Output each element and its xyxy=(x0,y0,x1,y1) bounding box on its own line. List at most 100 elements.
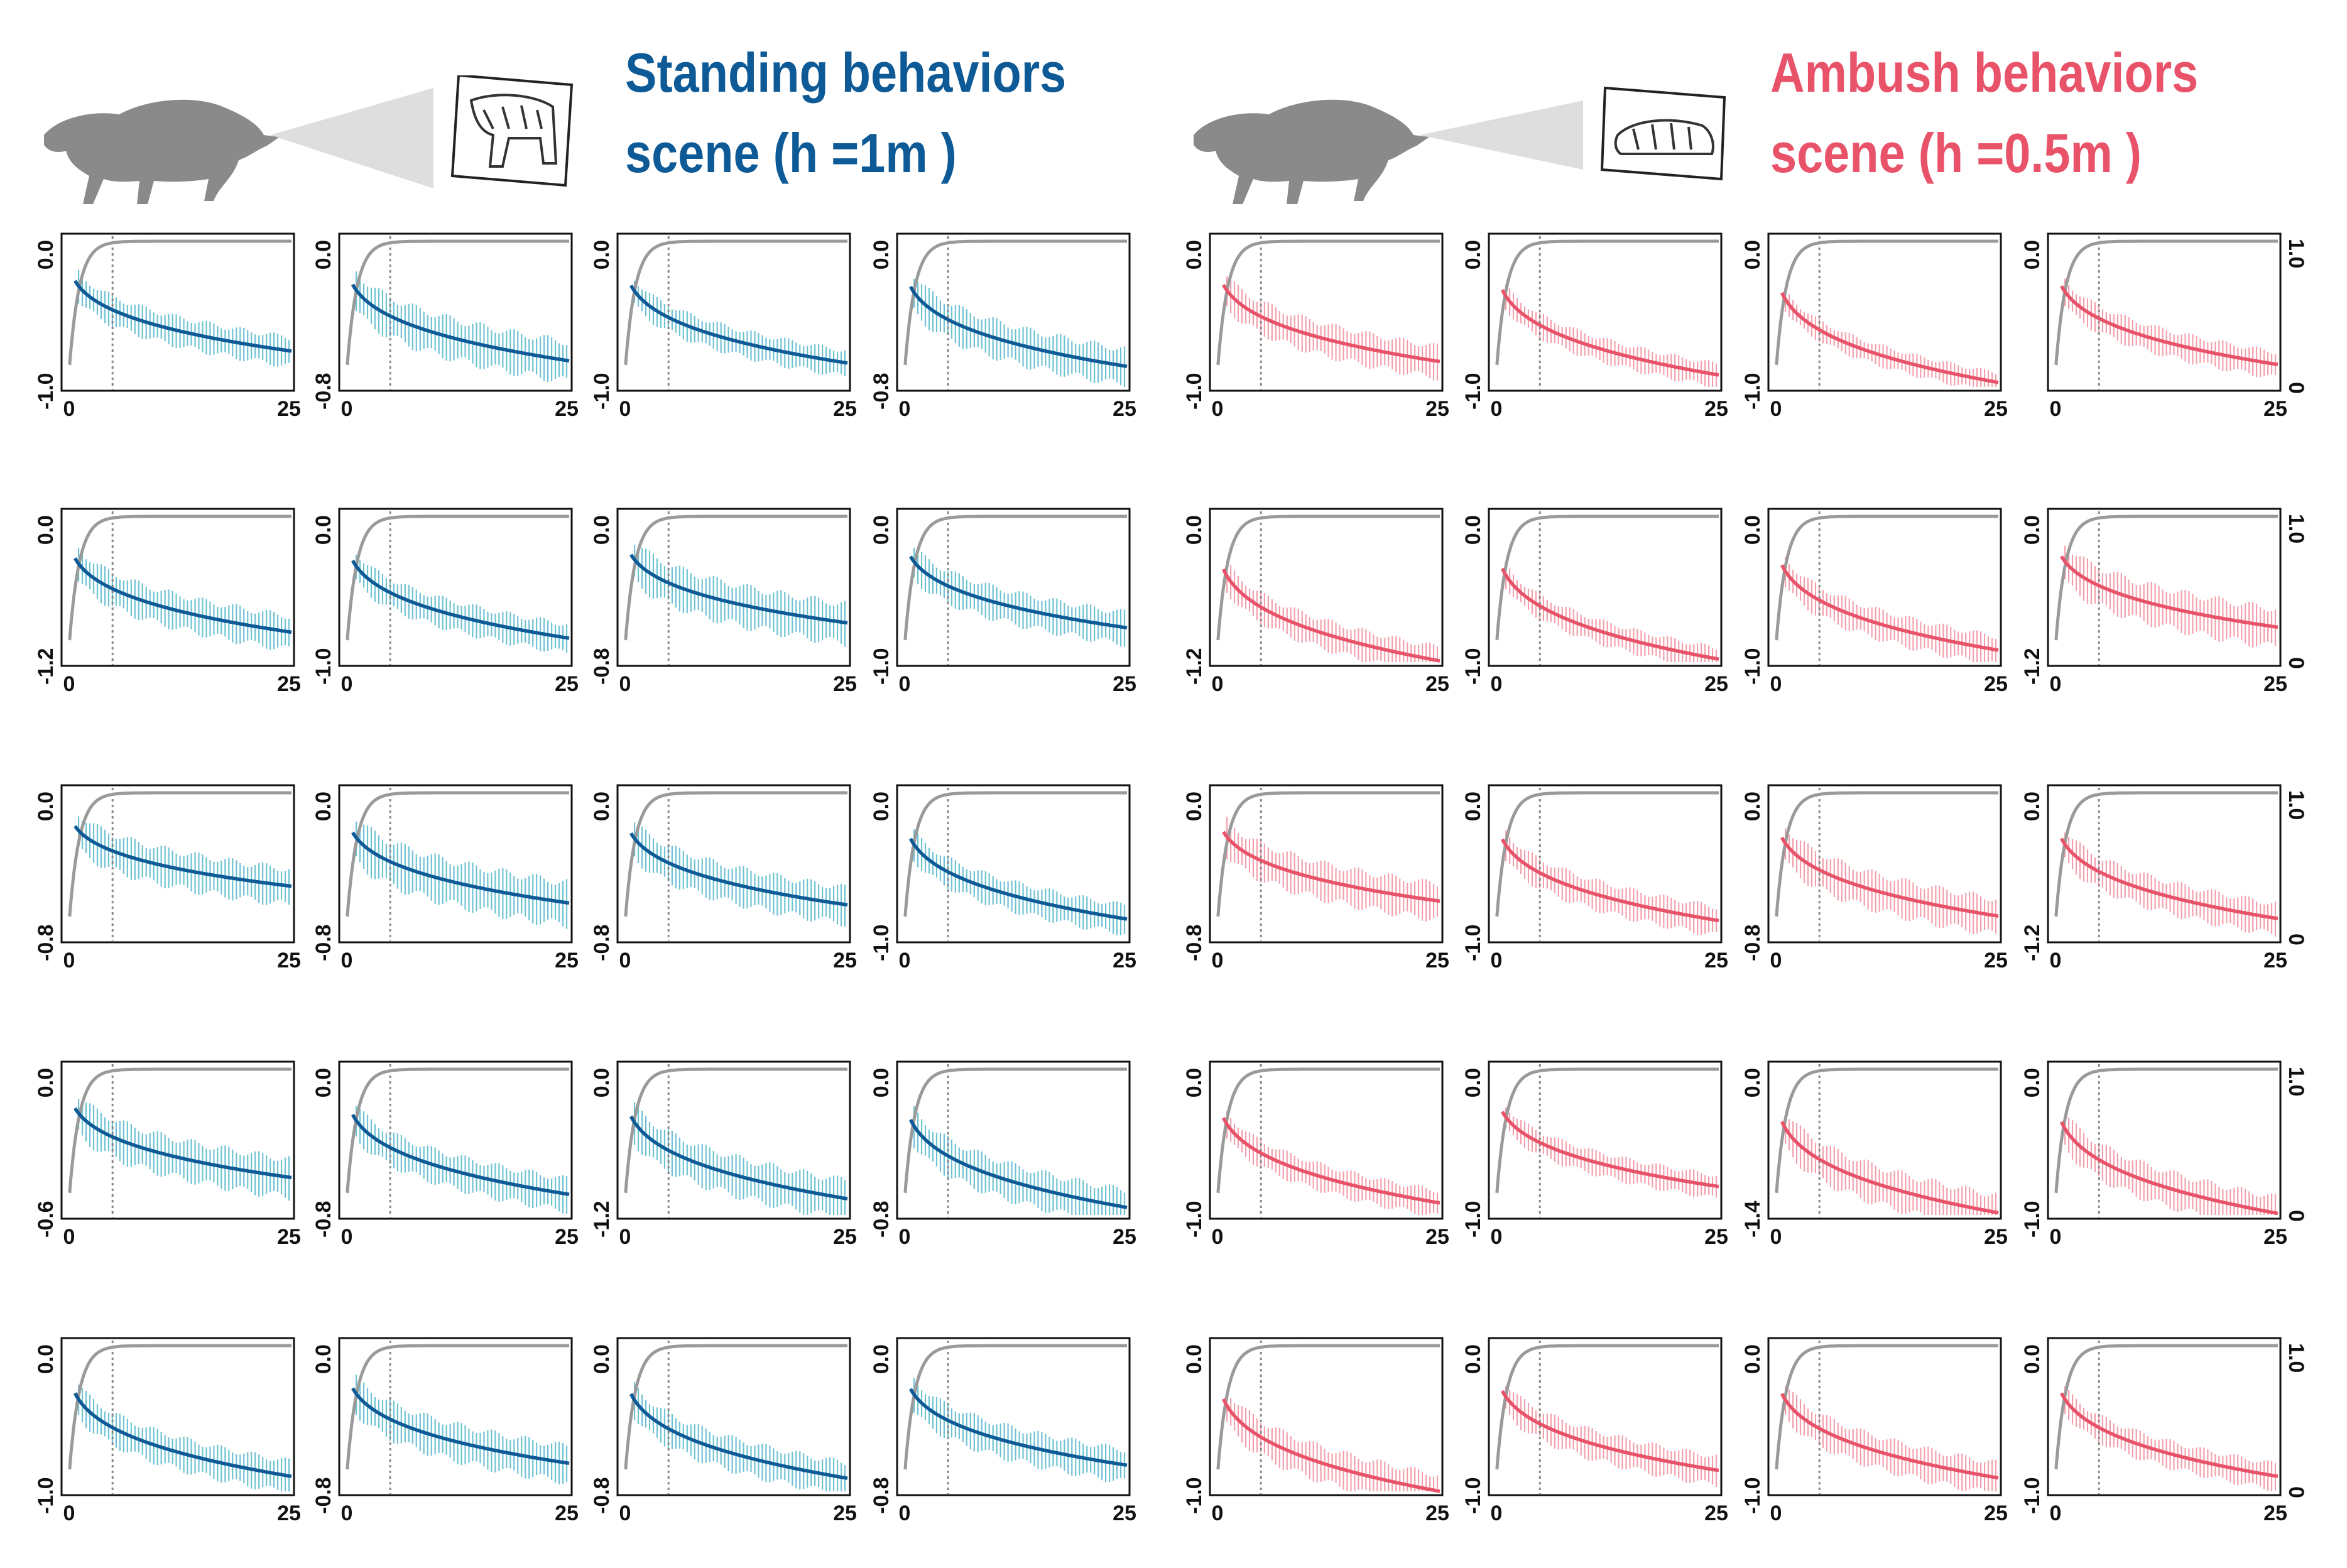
decay-curve xyxy=(1780,564,1999,652)
cumulative-curve xyxy=(68,239,291,366)
decay-curve xyxy=(629,1115,848,1200)
y-tick-label: -0.8 xyxy=(1182,924,1206,961)
y-tick-label: 0.0 xyxy=(1461,792,1485,821)
panel-frame xyxy=(60,1060,295,1220)
x-tick-label: 0 xyxy=(2050,1225,2062,1249)
decay-curve xyxy=(1501,1390,1719,1473)
y-tick-label: 0.0 xyxy=(590,515,614,545)
x-tick-label: 25 xyxy=(1425,1225,1449,1249)
decay-curve xyxy=(1500,838,1719,923)
standing-title-line1: Standing behaviors xyxy=(625,41,1067,104)
y-tick-label: 0.0 xyxy=(312,240,335,270)
y-tick-label: 0.0 xyxy=(312,792,335,821)
x-tick-label: 25 xyxy=(555,1225,579,1249)
x-tick-label: 0 xyxy=(619,949,631,972)
panel-frame xyxy=(2047,508,2282,667)
x-tick-label: 0 xyxy=(1212,397,1224,421)
y-tick-label: 0.0 xyxy=(1182,1344,1206,1374)
cumulative-curve xyxy=(2054,239,2278,366)
x-tick-label: 25 xyxy=(1704,672,1728,696)
x-tick-label: 25 xyxy=(1425,397,1449,421)
x-tick-label: 0 xyxy=(1212,1501,1224,1525)
x-tick-label: 25 xyxy=(277,1225,301,1249)
x-tick-label: 0 xyxy=(63,1501,75,1525)
decay-curve xyxy=(1780,836,1999,918)
panel: 0.0-1.0 0 25 xyxy=(1741,508,2008,696)
panel: 0.0-0.8 0 25 xyxy=(590,1337,857,1525)
decay-curve xyxy=(2060,837,2279,921)
x-tick-label: 0 xyxy=(1212,949,1224,972)
panel: 0.0-0.8 0 25 xyxy=(312,1337,579,1525)
decay-curve xyxy=(351,831,570,905)
y-tick-label: 0.0 xyxy=(312,515,335,545)
x-tick-label: 25 xyxy=(277,1501,301,1525)
panel: 0.0 -0.6 0 25 xyxy=(34,1060,301,1249)
panel-frame xyxy=(60,508,295,667)
y-tick-label: 0.0 xyxy=(869,240,893,270)
decay-curve xyxy=(351,1113,570,1197)
cumulative-curve xyxy=(1775,1344,1998,1470)
cumulative-curve xyxy=(2054,514,2278,641)
panel: 0.0-0.8 0 25 xyxy=(34,784,301,972)
panel: 0.0 0 25 1.0 0 xyxy=(2020,232,2308,421)
panel: 0.0-0.8 0 25 xyxy=(312,1060,579,1249)
x-tick-label: 0 xyxy=(2050,672,2062,696)
right-axis-tick-label: 1.0 xyxy=(2284,1343,2308,1373)
y-tick-label: -1.0 xyxy=(1182,1477,1206,1514)
decay-curve xyxy=(629,553,848,625)
y-tick-label: -1.2 xyxy=(2020,648,2044,685)
y-tick-label: 0.0 xyxy=(869,1068,893,1097)
y-tick-label: 0.0 xyxy=(1741,515,1765,545)
panel-frame xyxy=(616,1337,851,1496)
y-tick-label: -1.0 xyxy=(1741,648,1765,685)
panel-frame xyxy=(338,232,573,392)
panel: 0.0-1.0 0 25 xyxy=(869,784,1136,972)
cumulative-curve xyxy=(1216,1067,1440,1194)
panel: 0.0-1.0 0 25 xyxy=(1182,1337,1449,1525)
right-axis-tick-label: 1.0 xyxy=(2284,514,2308,543)
cumulative-curve xyxy=(903,1344,1127,1470)
y-tick-label: -1.0 xyxy=(1182,1200,1206,1238)
panel: 0.0-1.0 0 25 xyxy=(34,1337,301,1525)
panel: 0.0-0.8 0 25 xyxy=(869,232,1136,421)
panel-frame xyxy=(896,508,1131,667)
y-tick-label: 0.0 xyxy=(1741,792,1765,821)
cumulative-curve xyxy=(1775,239,1998,366)
x-tick-label: 25 xyxy=(1113,672,1136,696)
y-tick-label: 0.0 xyxy=(1461,1344,1485,1374)
x-tick-label: 25 xyxy=(555,397,579,421)
y-tick-label: 0.0 xyxy=(34,515,58,545)
y-tick-label: -1.0 xyxy=(1182,373,1206,410)
x-tick-label: 25 xyxy=(1984,1225,2008,1249)
x-tick-label: 25 xyxy=(1704,1501,1728,1525)
standing-scene-illustration xyxy=(44,75,574,204)
decay-curve xyxy=(1780,1393,1999,1480)
cumulative-curve xyxy=(1775,1067,1998,1194)
panel: 0.0-0.8 0 25 xyxy=(869,1060,1136,1249)
cumulative-curve xyxy=(624,1344,847,1470)
panel-frame xyxy=(60,1337,295,1496)
y-tick-label: -1.0 xyxy=(1461,1200,1485,1238)
y-tick-label: 0.0 xyxy=(2020,1344,2044,1374)
y-tick-label: -1.0 xyxy=(1461,1477,1485,1514)
decay-curve xyxy=(1222,283,1440,364)
decay-curve xyxy=(1221,1117,1440,1205)
y-tick-label: 0.0 xyxy=(1182,515,1206,545)
decay-curve xyxy=(629,832,848,907)
y-tick-label: -1.0 xyxy=(2020,1477,2044,1514)
decay-curve xyxy=(1501,1111,1719,1189)
x-tick-label: 0 xyxy=(341,397,353,421)
y-tick-label: 0.0 xyxy=(1461,515,1485,545)
y-tick-label: -1.2 xyxy=(1182,648,1206,685)
y-tick-label: -0.8 xyxy=(34,924,58,961)
panel-frame xyxy=(1767,784,2002,944)
right-axis-tick-label: 1.0 xyxy=(2284,1067,2308,1096)
panel-frame xyxy=(60,784,295,944)
cumulative-curve xyxy=(346,1067,569,1194)
panel-frame xyxy=(1488,1337,1723,1496)
x-tick-label: 0 xyxy=(899,672,911,696)
x-tick-label: 25 xyxy=(277,949,301,972)
y-tick-label: 0.0 xyxy=(2020,792,2044,821)
decay-curve xyxy=(1222,830,1440,903)
x-tick-label: 0 xyxy=(2050,397,2062,421)
